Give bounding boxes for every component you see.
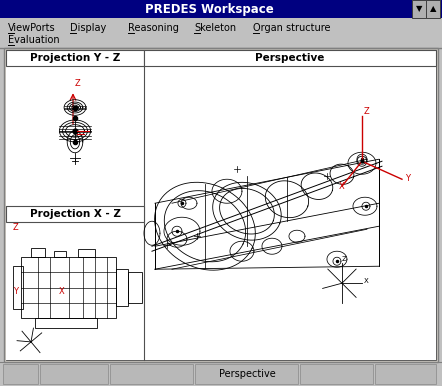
Text: Projection Y - Z: Projection Y - Z	[30, 53, 120, 63]
Bar	[6, 50, 144, 66]
Text: Reasoning: Reasoning	[128, 23, 179, 32]
Text: Organ structure: Organ structure	[253, 23, 331, 32]
Bar	[6, 206, 144, 222]
Bar	[6, 66, 144, 206]
Text: Display: Display	[70, 23, 106, 32]
Text: Y: Y	[13, 286, 18, 296]
Bar	[35, 318, 97, 328]
Bar	[144, 50, 436, 66]
Bar	[40, 364, 108, 384]
Text: ▼: ▼	[416, 5, 422, 14]
Bar	[0, 362, 442, 386]
Text: ViewPorts: ViewPorts	[8, 23, 56, 32]
Bar	[30, 248, 45, 257]
Bar	[144, 66, 436, 360]
Bar	[0, 18, 442, 48]
Text: X: X	[339, 182, 345, 191]
Bar	[21, 257, 116, 318]
Bar	[110, 364, 193, 384]
Text: Evaluation: Evaluation	[8, 35, 60, 45]
Bar	[6, 222, 144, 360]
Text: Perspective: Perspective	[255, 53, 325, 63]
Text: ▲: ▲	[430, 5, 436, 14]
Text: PREDES Workspace: PREDES Workspace	[145, 2, 273, 15]
Text: Projection X - Z: Projection X - Z	[30, 209, 121, 219]
Bar	[426, 0, 440, 18]
Text: Skeleton: Skeleton	[194, 23, 236, 32]
Bar	[54, 251, 66, 257]
Bar	[128, 273, 142, 303]
Bar	[0, 0, 442, 18]
Text: X: X	[364, 278, 369, 284]
Bar	[4, 48, 438, 362]
Bar	[300, 364, 373, 384]
Text: Z: Z	[13, 223, 19, 232]
Bar	[6, 50, 436, 360]
Text: X: X	[59, 286, 65, 296]
Bar	[412, 0, 426, 18]
Bar	[195, 364, 298, 384]
Text: Z: Z	[342, 256, 347, 262]
Text: Perspective: Perspective	[219, 369, 276, 379]
Text: Z: Z	[75, 79, 81, 88]
Bar	[3, 364, 38, 384]
Bar	[116, 269, 128, 306]
Bar	[78, 249, 95, 257]
Bar	[13, 266, 23, 309]
Text: Y: Y	[405, 174, 410, 183]
Text: Z: Z	[364, 107, 370, 116]
Bar	[375, 364, 436, 384]
